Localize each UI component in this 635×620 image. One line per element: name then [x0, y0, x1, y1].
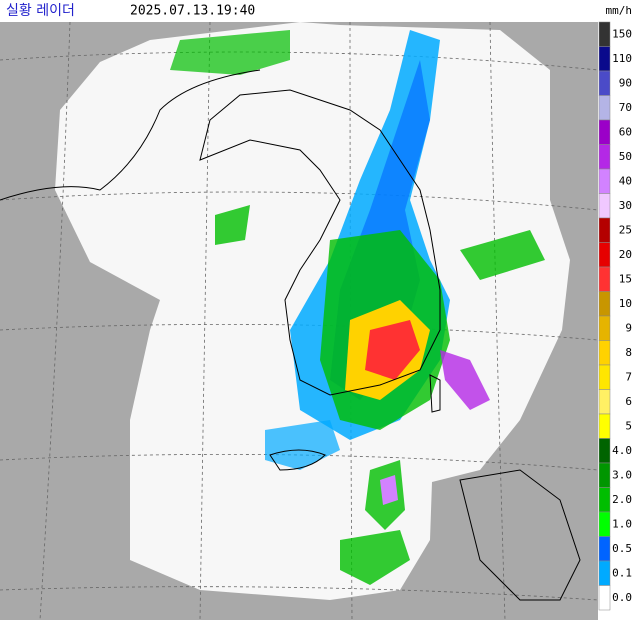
legend-label: 0.1 — [612, 566, 632, 579]
legend-label: 0.5 — [612, 542, 632, 555]
legend-swatch — [598, 536, 611, 562]
legend-label: 90 — [619, 76, 632, 89]
legend-swatch — [598, 511, 611, 537]
grid — [0, 21, 599, 620]
legend-label: 10 — [619, 297, 632, 310]
legend-swatch — [598, 438, 611, 464]
legend-label: 150 — [612, 27, 632, 40]
legend-swatch — [598, 266, 611, 292]
legend-swatch — [598, 70, 611, 96]
legend-label: 0.0 — [612, 591, 632, 604]
legend-label: 4.0 — [612, 444, 632, 457]
timestamp: 2025.07.13.19:40 — [130, 4, 255, 19]
unit: mm/h — [606, 4, 633, 17]
legend-label: 3.0 — [612, 468, 632, 481]
legend-swatch — [598, 413, 611, 439]
legend-label: 20 — [619, 248, 632, 261]
legend-swatch — [598, 340, 611, 366]
legend-swatch — [598, 560, 611, 586]
legend-label: 2.0 — [612, 493, 632, 506]
legend-swatch — [598, 291, 611, 317]
legend-label: 30 — [619, 199, 632, 212]
legend-label: 25 — [619, 223, 632, 236]
legend-label: 9 — [625, 321, 632, 334]
legend-swatch — [598, 315, 611, 341]
legend-swatch — [598, 242, 611, 268]
legend-swatch — [598, 585, 611, 611]
legend: 150 110 90 70 60 50 40 30 25 20 15 10 9 8 7 6 5 4.0 3.0 2.0… — [598, 21, 632, 611]
legend-label: 15 — [619, 272, 632, 285]
title: 실황 레이더 — [6, 3, 75, 19]
legend-label: 8 — [625, 346, 632, 359]
legend-label: 70 — [619, 101, 632, 114]
legend-swatch — [598, 21, 611, 47]
legend-label: 40 — [619, 174, 632, 187]
map — [0, 21, 599, 620]
legend-swatch — [598, 119, 611, 145]
legend-swatch — [598, 462, 611, 488]
legend-swatch — [598, 193, 611, 219]
legend-swatch — [598, 487, 611, 513]
coastlines — [0, 69, 581, 601]
legend-label: 7 — [625, 370, 632, 383]
legend-label: 110 — [612, 52, 632, 65]
legend-swatch — [598, 364, 611, 390]
rain-echo — [170, 30, 545, 585]
legend-label: 50 — [619, 150, 632, 163]
legend-swatch — [598, 389, 611, 415]
legend-swatch — [598, 217, 611, 243]
legend-label: 6 — [625, 395, 632, 408]
legend-swatch — [598, 144, 611, 170]
legend-swatch — [598, 46, 611, 72]
legend-label: 5 — [625, 419, 632, 432]
legend-swatch — [598, 95, 611, 121]
legend-swatch — [598, 168, 611, 194]
legend-label: 60 — [619, 125, 632, 138]
legend-label: 1.0 — [612, 517, 632, 530]
